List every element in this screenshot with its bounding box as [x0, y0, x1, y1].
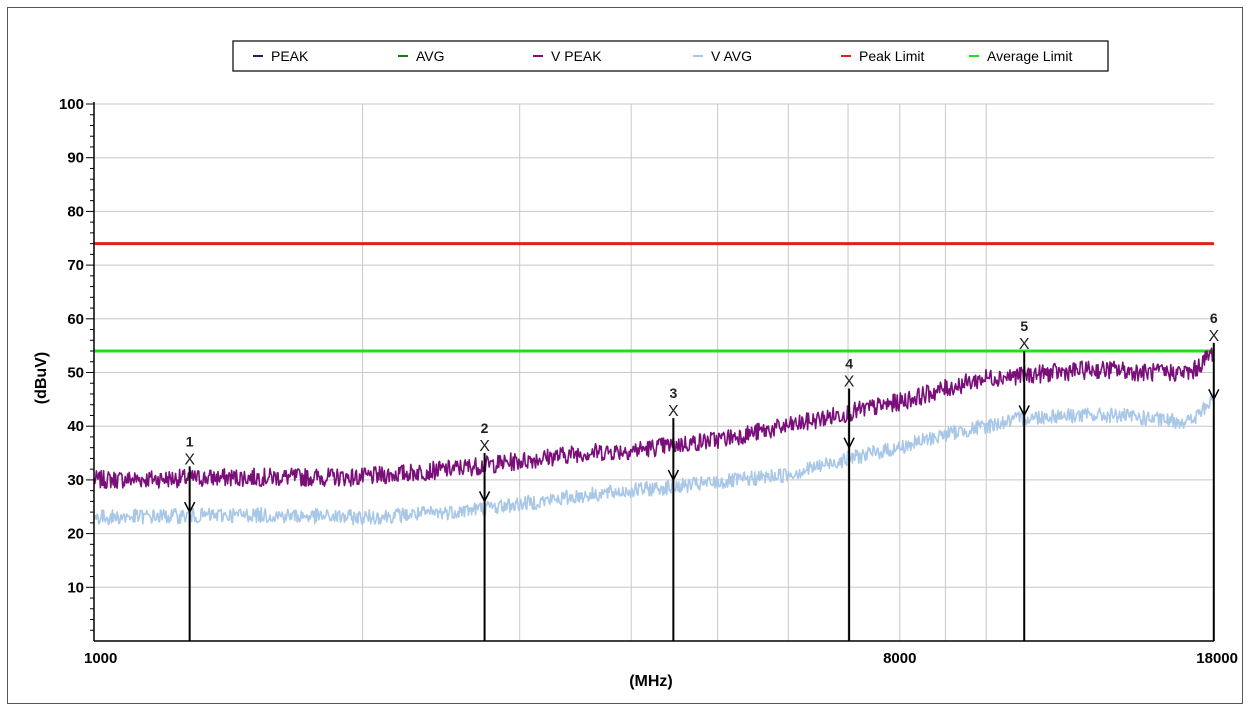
marker-label: 3 — [669, 385, 677, 401]
x-axis-label: (MHz) — [629, 673, 673, 690]
limit-lines — [94, 242, 1214, 353]
marker-x: X — [1208, 328, 1219, 345]
marker-arrow — [667, 469, 680, 482]
marker-label: 6 — [1210, 310, 1218, 326]
marker: X2 — [478, 420, 491, 641]
legend-entry: AVG — [398, 48, 445, 64]
legend-label: Peak Limit — [859, 48, 924, 64]
marker: X5 — [1018, 318, 1030, 641]
x-tick-label: 8000 — [883, 650, 916, 667]
marker-x: X — [668, 403, 679, 420]
legend-label: AVG — [416, 48, 445, 64]
y-tick-label: 20 — [67, 526, 84, 543]
y-tick-label: 90 — [67, 150, 84, 167]
legend-entry: V AVG — [693, 48, 752, 64]
marker-arrow — [1018, 405, 1030, 418]
marker-arrow — [183, 501, 196, 514]
marker: X6 — [1208, 310, 1220, 641]
legend-entry: Average Limit — [969, 48, 1072, 64]
legend-box — [232, 40, 1109, 72]
y-tick-label: 70 — [67, 257, 84, 274]
legend-label: PEAK — [271, 48, 309, 64]
series-line — [93, 347, 1215, 490]
marker-arrow — [478, 491, 491, 504]
y-tick-label: 80 — [67, 203, 84, 220]
marker-label: 1 — [186, 433, 194, 449]
legend-label: Average Limit — [987, 48, 1072, 64]
x-tick-label: 1000 — [84, 650, 117, 667]
marker: X3 — [667, 385, 680, 641]
marker-x: X — [844, 374, 855, 391]
marker-arrow — [843, 437, 855, 450]
y-tick-label: 10 — [67, 579, 84, 596]
marker-label: 2 — [481, 420, 489, 436]
marker: X1 — [183, 433, 196, 641]
marker-x: X — [184, 451, 195, 468]
series-lines — [93, 347, 1215, 526]
y-tick-label: 50 — [67, 365, 84, 382]
legend-entry: Peak Limit — [841, 48, 924, 64]
series-line — [93, 395, 1215, 526]
y-axis-label: (dBuV) — [33, 352, 50, 404]
legend-entry: V PEAK — [533, 48, 602, 64]
x-tick-label: 18000 — [1196, 650, 1238, 667]
marker-arrow — [1208, 389, 1220, 402]
legend-label: V PEAK — [551, 48, 602, 64]
legend: PEAK AVG V PEAK V AVG Peak Limit Average Limi… — [232, 40, 1109, 72]
y-tick-label: 30 — [67, 472, 84, 489]
marker-x: X — [1019, 336, 1030, 353]
marker-x: X — [479, 438, 490, 455]
marker-label: 4 — [845, 356, 853, 372]
marker-label: 5 — [1020, 318, 1028, 334]
marker: X4 — [843, 356, 855, 641]
legend-entry: PEAK — [253, 48, 309, 64]
axes: 10 20 30 40 50 60 70 80 90 100 1000 8000 18000 — [59, 96, 1238, 667]
y-tick-label: 40 — [67, 418, 84, 435]
y-tick-label: 100 — [59, 96, 84, 113]
y-tick-label: 60 — [67, 311, 84, 328]
legend-label: V AVG — [711, 48, 752, 64]
